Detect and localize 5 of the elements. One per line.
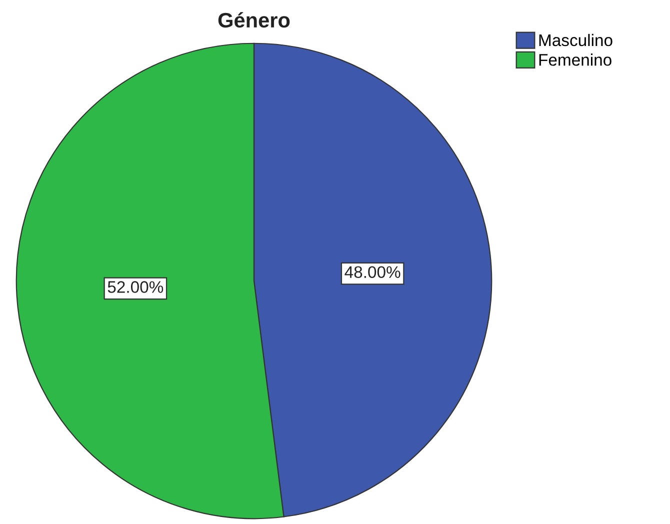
data-label: 52.00% (108, 281, 164, 293)
legend-label: Masculino (539, 34, 612, 46)
chart-title: Género (218, 12, 290, 28)
data-label: 48.00% (344, 266, 400, 278)
legend-label: Femenino (539, 54, 612, 66)
